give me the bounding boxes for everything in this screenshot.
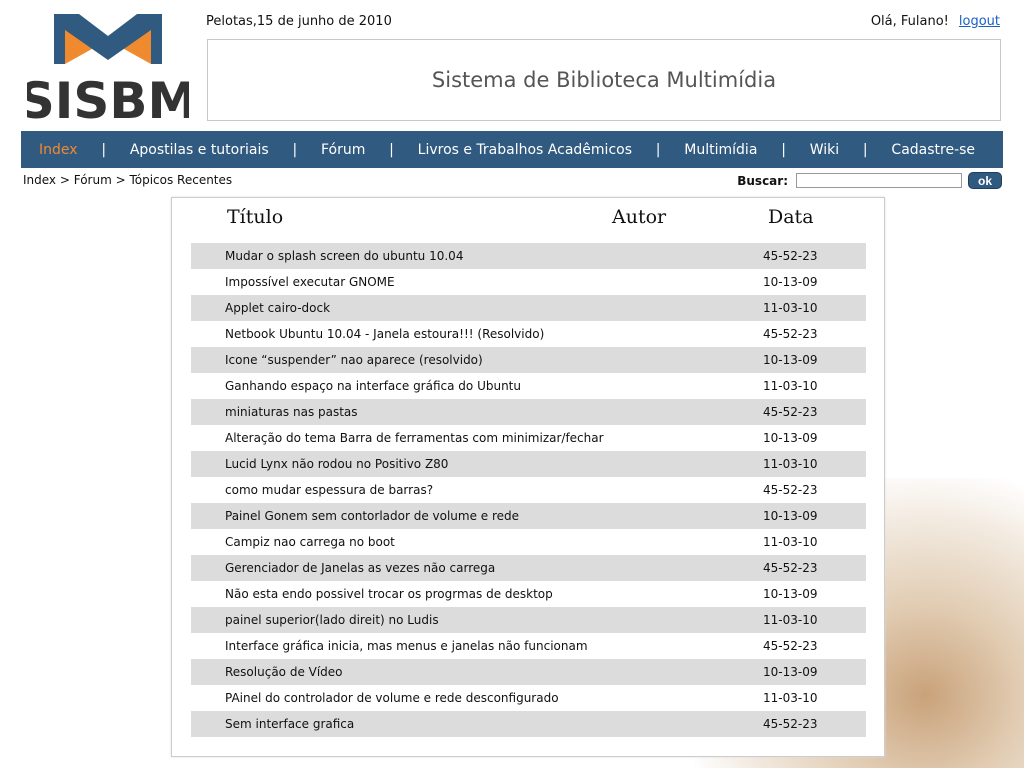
topic-date: 10-13-09 xyxy=(763,275,818,289)
table-row[interactable]: miniaturas nas pastas 45-52-23 xyxy=(191,399,866,425)
nav-item-forum[interactable]: Fórum xyxy=(320,141,366,158)
nav-separator: | xyxy=(292,141,298,158)
table-row[interactable]: Painel Gonem sem contorlador de volume e… xyxy=(191,503,866,529)
topic-title-link[interactable]: Mudar o splash screen do ubuntu 10.04 xyxy=(225,249,464,263)
greeting-text: Olá, Fulano! xyxy=(870,14,949,29)
table-row[interactable]: Resolução de Vídeo 10-13-09 xyxy=(191,659,866,685)
table-row[interactable]: Icone “suspender” nao aparece (resolvido… xyxy=(191,347,866,373)
table-row[interactable]: Netbook Ubuntu 10.04 - Janela estoura!!!… xyxy=(191,321,866,347)
logo: SISBM xyxy=(19,14,197,130)
nav-separator: | xyxy=(389,141,394,158)
topic-title-link[interactable]: Interface gráfica inicia, mas menus e ja… xyxy=(225,639,588,653)
table-row[interactable]: Campiz nao carrega no boot 11-03-10 xyxy=(191,529,866,555)
topic-title-link[interactable]: Não esta endo possivel trocar os progrma… xyxy=(225,587,553,601)
topic-date: 45-52-23 xyxy=(763,327,818,341)
topic-date: 10-13-09 xyxy=(763,665,818,679)
column-header-author: Autor xyxy=(612,206,667,228)
topic-date: 45-52-23 xyxy=(763,561,818,575)
logo-mark-icon: SISBM xyxy=(19,14,197,130)
table-row[interactable]: Impossível executar GNOME 10-13-09 xyxy=(191,269,866,295)
topic-date: 45-52-23 xyxy=(763,249,818,263)
topic-title-link[interactable]: miniaturas nas pastas xyxy=(225,405,358,419)
topic-date: 45-52-23 xyxy=(763,639,818,653)
nav-item-livros[interactable]: Livros e Trabalhos Acadêmicos xyxy=(417,141,632,158)
nav-item-apostilas[interactable]: Apostilas e tutoriais xyxy=(129,141,269,158)
topic-title-link[interactable]: Ganhando espaço na interface gráfica do … xyxy=(225,379,521,393)
topic-date: 10-13-09 xyxy=(763,431,818,445)
topic-date: 11-03-10 xyxy=(763,379,818,393)
topics-panel: Título Autor Data Mudar o splash screen … xyxy=(171,197,885,757)
topic-title-link[interactable]: Applet cairo-dock xyxy=(225,301,331,315)
svg-text:SISBM: SISBM xyxy=(27,72,189,120)
table-row[interactable]: Não esta endo possivel trocar os progrma… xyxy=(191,581,866,607)
topic-title-link[interactable]: Painel Gonem sem contorlador de volume e… xyxy=(225,509,520,523)
table-row[interactable]: Sem interface grafica 45-52-23 xyxy=(191,711,866,737)
topic-date: 11-03-10 xyxy=(763,613,818,627)
nav-item-multimidia[interactable]: Multimídia xyxy=(684,141,758,158)
topic-title-link[interactable]: Netbook Ubuntu 10.04 - Janela estoura!!!… xyxy=(225,327,545,341)
topic-title-link[interactable]: Lucid Lynx não rodou no Positivo Z80 xyxy=(225,457,449,471)
topic-title-link[interactable]: como mudar espessura de barras? xyxy=(225,483,434,497)
nav-separator: | xyxy=(781,141,786,158)
topic-date: 45-52-23 xyxy=(763,405,818,419)
current-date: Pelotas,15 de junho de 2010 xyxy=(206,14,392,29)
topic-date: 10-13-09 xyxy=(763,587,818,601)
search-label: Buscar: xyxy=(737,173,788,188)
topic-title-link[interactable]: Campiz nao carrega no boot xyxy=(225,535,395,549)
search-input[interactable] xyxy=(796,173,962,188)
logout-link[interactable]: logout xyxy=(958,14,1000,29)
topic-title-link[interactable]: PAinel do controlador de volume e rede d… xyxy=(225,691,559,705)
table-row[interactable]: Gerenciador de Janelas as vezes não carr… xyxy=(191,555,866,581)
topic-title-link[interactable]: painel superior(lado direit) no Ludis xyxy=(225,613,439,627)
table-row[interactable]: Mudar o splash screen do ubuntu 10.04 45-… xyxy=(191,243,866,269)
topic-date: 11-03-10 xyxy=(763,301,818,315)
table-row[interactable]: Interface gráfica inicia, mas menus e ja… xyxy=(191,633,866,659)
nav-item-cadastre[interactable]: Cadastre-se xyxy=(891,141,976,158)
breadcrumb: Index > Fórum > Tópicos Recentes xyxy=(23,173,233,187)
topic-date: 45-52-23 xyxy=(763,717,818,731)
column-header-title: Título xyxy=(227,206,284,228)
topic-title-link[interactable]: Icone “suspender” nao aparece (resolvido… xyxy=(225,353,483,367)
table-row[interactable]: Lucid Lynx não rodou no Positivo Z80 11-0… xyxy=(191,451,866,477)
table-row[interactable]: painel superior(lado direit) no Ludis 11-… xyxy=(191,607,866,633)
topic-title-link[interactable]: Gerenciador de Janelas as vezes não carr… xyxy=(225,561,496,575)
user-greeting: Olá, Fulano! logout xyxy=(871,14,1000,29)
search-form: Buscar: ok xyxy=(737,172,1002,189)
site-banner: Sistema de Biblioteca Multimídia xyxy=(207,39,1001,121)
table-row[interactable]: Alteração do tema Barra de ferramentas c… xyxy=(191,425,866,451)
topic-date: 45-52-23 xyxy=(763,483,818,497)
topics-list: Mudar o splash screen do ubuntu 10.04 45-… xyxy=(191,243,866,737)
topic-title-link[interactable]: Alteração do tema Barra de ferramentas c… xyxy=(225,431,604,445)
table-row[interactable]: como mudar espessura de barras? 45-52-23 xyxy=(191,477,866,503)
column-header-date: Data xyxy=(768,206,814,228)
table-row[interactable]: Ganhando espaço na interface gráfica do … xyxy=(191,373,866,399)
topic-date: 11-03-10 xyxy=(763,691,818,705)
nav-separator: | xyxy=(101,141,107,158)
nav-separator: | xyxy=(862,141,868,158)
table-row[interactable]: PAinel do controlador de volume e rede d… xyxy=(191,685,866,711)
main-nav: Index | Apostilas e tutoriais | Fórum | … xyxy=(21,131,1003,168)
nav-item-index[interactable]: Index xyxy=(39,141,78,158)
topic-title-link[interactable]: Resolução de Vídeo xyxy=(225,665,343,679)
topic-title-link[interactable]: Impossível executar GNOME xyxy=(225,275,395,289)
table-row[interactable]: Applet cairo-dock 11-03-10 xyxy=(191,295,866,321)
topic-title-link[interactable]: Sem interface grafica xyxy=(225,717,355,731)
topic-date: 10-13-09 xyxy=(763,509,818,523)
topic-date: 11-03-10 xyxy=(763,535,818,549)
topic-date: 11-03-10 xyxy=(763,457,818,471)
nav-separator: | xyxy=(655,141,661,158)
nav-item-wiki[interactable]: Wiki xyxy=(809,141,840,158)
topic-date: 10-13-09 xyxy=(763,353,818,367)
search-button[interactable]: ok xyxy=(968,172,1002,189)
